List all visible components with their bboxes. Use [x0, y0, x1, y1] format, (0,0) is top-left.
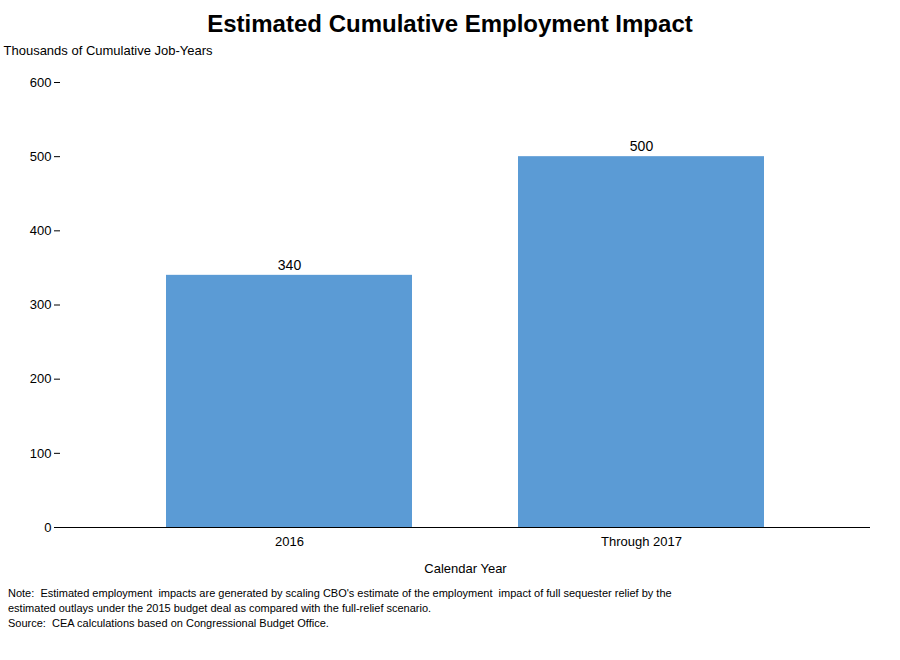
svg-text:2016: 2016	[275, 534, 304, 549]
svg-text:300: 300	[30, 297, 52, 312]
html-text:Note: Estimated employment imp: Note: Estimated employment impacts are g…	[8, 587, 672, 629]
html-text:Estimated Cumulative Employmen: Estimated Cumulative Employment Impact	[207, 10, 693, 37]
svg-text:Calendar Year: Calendar Year	[424, 561, 507, 576]
svg-text:Through 2017: Through 2017	[601, 534, 682, 549]
svg-text:100: 100	[30, 445, 52, 460]
svg-text:400: 400	[30, 223, 52, 238]
svg-text:500: 500	[630, 138, 654, 154]
svg-text:500: 500	[30, 149, 52, 164]
svg-text:200: 200	[30, 371, 52, 386]
svg-text:0: 0	[44, 520, 51, 535]
svg-text:340: 340	[278, 257, 302, 273]
svg-text:Thousands of Cumulative Job-Ye: Thousands of Cumulative Job-Years	[4, 43, 214, 58]
svg-text:600: 600	[30, 75, 52, 90]
